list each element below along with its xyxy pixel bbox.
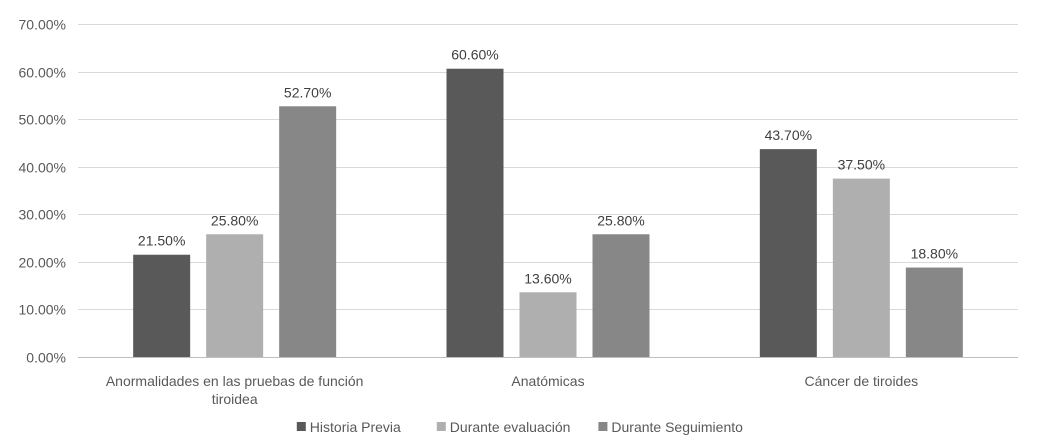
bar — [905, 267, 963, 357]
data-label: 13.60% — [524, 270, 571, 286]
y-tick-label: 70.00% — [19, 17, 66, 33]
data-label: 52.70% — [284, 84, 331, 100]
legend-swatch — [436, 422, 446, 431]
category-label: Anatómicas — [511, 373, 584, 389]
legend-swatch — [598, 422, 608, 431]
y-tick-label: 60.00% — [19, 65, 66, 81]
legend-swatch — [296, 422, 306, 431]
data-label: 60.60% — [451, 47, 498, 63]
bar — [206, 234, 264, 357]
bar — [133, 254, 191, 357]
bar — [592, 234, 650, 357]
data-label: 25.80% — [211, 212, 258, 228]
data-labels: 21.50% 25.80% 52.70% 60.60% 13.60% 25.80% 43.7… — [138, 47, 958, 287]
legend-label: Durante evaluación — [450, 419, 571, 435]
data-label: 43.70% — [765, 127, 812, 143]
legend-label: Historia Previa — [310, 419, 401, 435]
y-tick-label: 20.00% — [19, 255, 66, 271]
category-label: Cáncer de tiroides — [805, 373, 919, 389]
bar — [446, 68, 504, 358]
y-tick-label: 50.00% — [19, 112, 66, 128]
legend-label: Durante Seguimiento — [611, 419, 743, 435]
data-label: 21.50% — [138, 233, 185, 249]
y-tick-label: 40.00% — [19, 160, 66, 176]
bar — [759, 149, 817, 357]
category-label: tiroidea — [212, 391, 258, 407]
data-label: 18.80% — [911, 246, 958, 262]
bar — [519, 292, 577, 357]
bars — [133, 68, 963, 358]
bar — [832, 178, 890, 357]
x-axis-categories: Anormalidades en las pruebas de función t… — [106, 373, 918, 407]
y-axis-ticks: 0.00% 10.00% 20.00% 30.00% 40.00% 50.00% 60.00… — [19, 17, 66, 366]
y-tick-label: 10.00% — [19, 302, 66, 318]
y-tick-label: 30.00% — [19, 207, 66, 223]
category-label: Anormalidades en las pruebas de función — [106, 373, 364, 389]
data-label: 37.50% — [838, 157, 885, 173]
y-tick-label: 0.00% — [26, 350, 66, 366]
bar — [279, 106, 337, 357]
legend: Historia Previa Durante evaluación Durante… — [296, 419, 743, 435]
data-label: 25.80% — [597, 212, 644, 228]
